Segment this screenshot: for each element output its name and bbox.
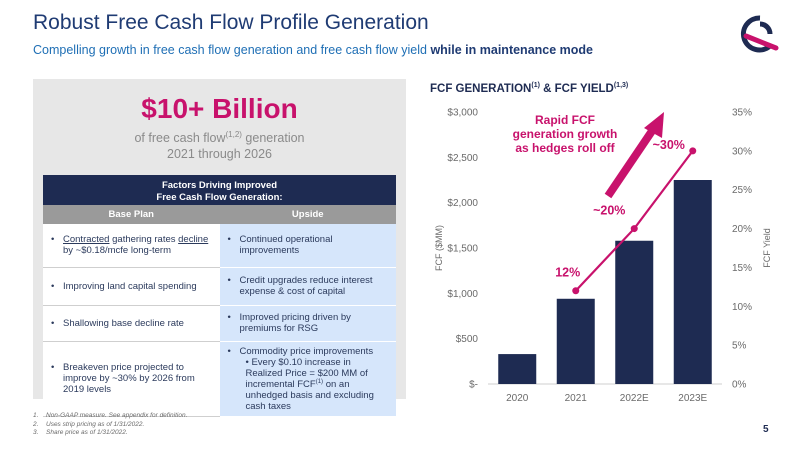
yield-data-label: 12% xyxy=(555,266,580,280)
base-plan-cell: Breakeven price projected to improve by … xyxy=(43,341,220,417)
y-axis-label: FCF ($MM) xyxy=(434,225,444,271)
upside-sub-bullet: • Every $0.10 increase in Realized Price… xyxy=(245,356,374,412)
upside-cell: Improved pricing driven by premiums for … xyxy=(219,305,396,342)
fcf-bar xyxy=(615,240,654,384)
chart-annotation: Rapid FCF xyxy=(535,113,595,127)
footnote: 2. Uses strip pricing as of 1/31/2022. xyxy=(33,420,145,428)
y2-tick-label: 10% xyxy=(732,302,752,313)
column-header-base-plan: Base Plan xyxy=(43,205,220,224)
growth-arrow-head xyxy=(644,112,664,138)
base-plan-cell: Improving land capital spending xyxy=(43,267,220,306)
growth-arrow-shaft xyxy=(604,125,658,199)
fcf-total-description: of free cash flow(1,2) generation 2021 t… xyxy=(134,130,305,162)
y-tick-label: $3,000 xyxy=(447,108,478,119)
x-tick-label: 2021 xyxy=(565,393,588,404)
footnotes: 1. Non-GAAP measure. See appendix for def… xyxy=(33,412,187,438)
y2-tick-label: 5% xyxy=(732,341,747,352)
y-tick-label: $1,000 xyxy=(447,289,478,300)
chart-annotation: generation growth xyxy=(513,127,618,141)
page-number: 5 xyxy=(763,424,769,435)
y2-tick-label: 35% xyxy=(732,108,752,119)
y2-tick-label: 25% xyxy=(732,185,752,196)
yield-data-label: ~30% xyxy=(653,138,685,152)
chart-annotation: as hedges roll off xyxy=(515,141,615,155)
company-logo-icon xyxy=(740,15,779,53)
y2-tick-label: 0% xyxy=(732,380,747,391)
subtitle-text: Compelling growth in free cash flow gene… xyxy=(33,43,427,57)
upside-cell: Credit upgrades reduce interest expense … xyxy=(219,267,396,306)
page-subtitle: Compelling growth in free cash flow gene… xyxy=(33,43,593,57)
footnote: 3. Share price as of 1/31/2022. xyxy=(33,429,128,436)
fcf-yield-point xyxy=(572,287,580,295)
fcf-yield-point xyxy=(689,147,697,155)
fcf-total-value: $10+ Billion xyxy=(141,93,298,124)
base-plan-cell: Contracted gathering rates decline by ~$… xyxy=(43,224,220,268)
y2-tick-label: 15% xyxy=(732,263,752,274)
column-header-upside: Upside xyxy=(219,205,396,224)
fcf-chart: $- $500 $1,000 $1,500 $2,000 $2,500 $3,000 0% 5%… xyxy=(434,108,772,405)
x-tick-label: 2022E xyxy=(620,393,649,404)
x-tick-label: 2020 xyxy=(506,393,529,404)
fcf-yield-point xyxy=(630,225,638,233)
page-title: Robust Free Cash Flow Profile Generation xyxy=(33,11,429,34)
subtitle-bold-text: while in maintenance mode xyxy=(430,43,593,57)
fcf-bar xyxy=(556,298,595,384)
chart-title: FCF GENERATION(1) & FCF YIELD(1,3) xyxy=(430,82,629,95)
y2-tick-label: 20% xyxy=(732,224,752,235)
y2-axis-label: FCF Yield xyxy=(762,228,772,268)
footnote: 1. Non-GAAP measure. See appendix for def… xyxy=(33,412,188,419)
x-tick-label: 2023E xyxy=(678,393,707,404)
fcf-bar xyxy=(498,354,537,384)
upside-cell: Continued operational improvements xyxy=(219,224,396,268)
factors-table: Factors Driving Improved Free Cash Flow … xyxy=(43,175,396,417)
y-tick-label: $2,500 xyxy=(447,153,478,164)
y-tick-label: $1,500 xyxy=(447,244,478,255)
upside-cell: Commodity price improvements • Every $0.… xyxy=(219,341,396,417)
y-tick-label: $- xyxy=(469,380,478,391)
y-tick-label: $2,000 xyxy=(447,198,478,209)
y-tick-label: $500 xyxy=(456,334,479,345)
base-plan-cell: Shallowing base decline rate xyxy=(43,305,220,342)
factors-table-title: Factors Driving Improved Free Cash Flow … xyxy=(43,175,396,205)
y2-tick-label: 30% xyxy=(732,146,752,157)
yield-data-label: ~20% xyxy=(593,204,625,218)
fcf-bar xyxy=(673,180,712,384)
fcf-summary-panel: $10+ Billion of free cash flow(1,2) gene… xyxy=(33,79,406,417)
